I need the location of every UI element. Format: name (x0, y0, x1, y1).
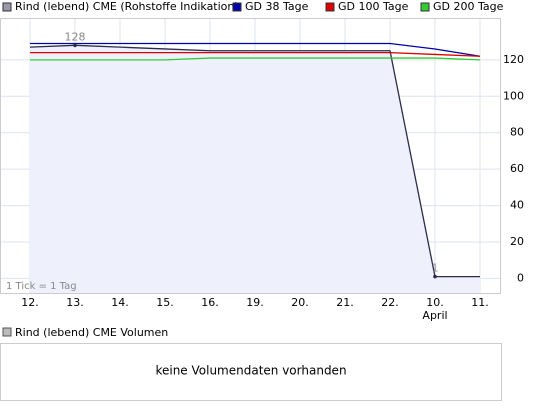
volume-legend: Rind (lebend) CME Volumen (15, 326, 168, 339)
legend-label: GD 200 Tage (433, 0, 504, 13)
legend-swatch (325, 2, 335, 12)
x-tick-label: 19. (246, 296, 264, 309)
y-tick-label: 100 (503, 89, 524, 102)
x-tick-label: 22. (381, 296, 399, 309)
x-sublabel: April (422, 309, 447, 322)
annotation-point (433, 274, 437, 279)
x-tick-label: 12. (21, 296, 39, 309)
annotation-point (73, 43, 77, 48)
y-tick-label: 0 (517, 271, 524, 284)
legend-swatch (2, 2, 12, 12)
legend-label: GD 100 Tage (338, 0, 409, 13)
x-tick-label: 20. (291, 296, 309, 309)
annotation: 1 (432, 262, 439, 275)
y-tick-label: 20 (510, 235, 524, 248)
volume-frame (0, 343, 502, 401)
x-tick-label: 15. (156, 296, 174, 309)
tick-note: 1 Tick = 1 Tag (6, 281, 77, 292)
y-tick-label: 40 (510, 199, 524, 212)
x-tick-label: 13. (66, 296, 84, 309)
x-tick-label: 11. (471, 296, 489, 309)
area (30, 45, 480, 293)
series-line (30, 51, 481, 57)
legend-label: Rind (lebend) CME (Rohstoffe Indikation) (15, 0, 239, 13)
series-line (30, 57, 481, 61)
legend-swatch (420, 2, 430, 12)
annotation: 128 (65, 30, 86, 43)
series-line (30, 42, 481, 57)
x-tick-label: 21. (336, 296, 354, 309)
volume-message: keine Volumendaten vorhanden (155, 364, 346, 378)
series-line (29, 44, 480, 278)
y-tick-label: 60 (510, 162, 524, 175)
x-tick-label: 16. (201, 296, 219, 309)
volume-legend-swatch (2, 327, 12, 337)
y-tick-label: 80 (510, 126, 524, 139)
y-tick-label: 120 (503, 53, 524, 66)
legend-swatch (232, 2, 242, 12)
x-tick-label: 14. (111, 296, 129, 309)
legend-label: GD 38 Tage (245, 0, 309, 13)
x-tick-label: 10. (426, 296, 444, 309)
